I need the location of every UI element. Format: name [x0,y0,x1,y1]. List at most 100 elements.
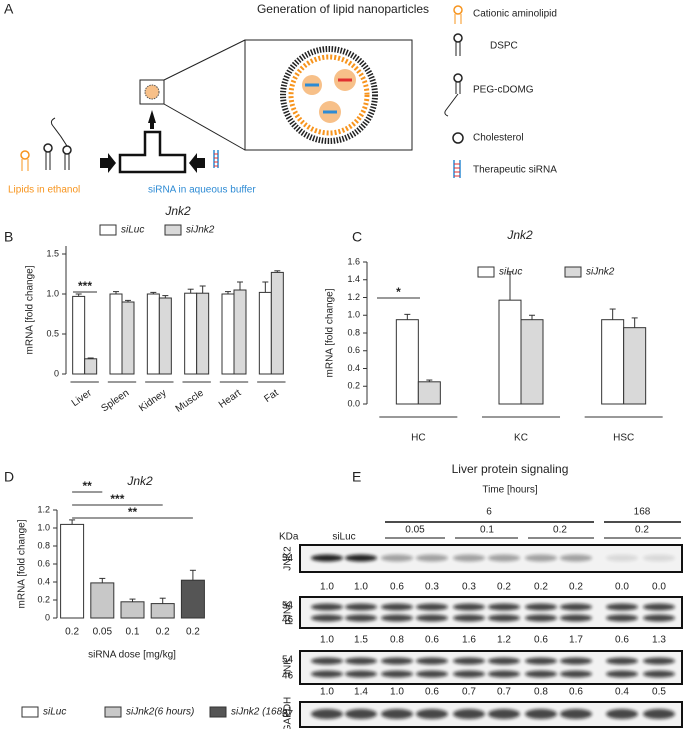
row-label: GAPDH [283,697,294,729]
y-axis-label: mRNA [fold change] [325,288,336,377]
blot-band [606,614,638,622]
panel-label: E [352,469,361,485]
bar [623,327,647,405]
y-tick-label: 1.5 [46,248,59,258]
y-tick-label: 0.2 [37,594,50,604]
blot-band [345,670,377,678]
blot-band [525,603,557,611]
legend-label: Therapeutic siRNA [473,165,557,176]
quantification: 1.3 [652,635,666,646]
blot-box [299,650,683,685]
quantification: 0.7 [462,687,476,698]
legend-icon [453,33,463,43]
blot-band [488,554,520,562]
y-axis-label: mRNA [fold change] [25,265,36,354]
quantification: 0.3 [462,582,476,593]
blot-band [311,603,343,611]
dose-label: 0.1 [480,525,494,536]
bar [233,289,247,375]
blot-band [606,657,638,665]
bar [601,319,625,405]
row-label: JNK2 [283,546,294,571]
y-tick-label: 1.0 [46,288,59,298]
blot-band [416,614,448,622]
y-tick-label: 0.8 [37,540,50,550]
blot-band [311,657,343,665]
blot-band [606,709,638,719]
y-tick-label: 1.0 [347,310,360,320]
panel-title: Generation of lipid nanoparticles [257,2,429,16]
zoom-line [163,39,246,81]
arrow-right [100,153,116,173]
bar [196,292,210,375]
peg-icon [64,154,70,170]
blot-band [453,554,485,562]
blot-band [381,657,413,665]
y-tick-label: 0.6 [37,558,50,568]
quantification: 0.0 [652,582,666,593]
blot-band [381,614,413,622]
blot-band [345,554,377,562]
x-tick-label: 0.2 [186,627,200,638]
legend-icon [444,82,461,117]
x-tick-label: Muscle [174,387,207,414]
significance-label: ** [83,479,93,493]
quantification: 1.6 [462,635,476,646]
quantification: 1.4 [354,687,368,698]
blot-band [416,657,448,665]
quantification: 0.4 [615,687,629,698]
blot-band [525,670,557,678]
dspc-icon [45,152,51,170]
significance-label: *** [78,279,92,293]
x-tick-label: Spleen [99,388,131,415]
legend-swatch [99,224,117,236]
y-tick-label: 1.0 [37,522,50,532]
x-tick-label: 0.2 [156,627,170,638]
lipids-label: Lipids in ethanol [8,185,80,196]
quantification: 1.0 [390,687,404,698]
blot-band [416,554,448,562]
blot-band [381,603,413,611]
blot-band [560,603,592,611]
peg-icon [62,145,72,155]
bar [180,579,205,619]
lipid-icon [20,150,30,160]
y-tick-label: 1.2 [347,292,360,302]
blot-band [643,709,675,719]
legend-swatch [564,266,582,278]
dose-label: 0.2 [635,525,649,536]
panel-e: Liver protein signaling Time [hours] 6 1… [279,462,683,729]
legend-icon [453,5,463,15]
legend-icon [452,132,464,144]
bilayer-inner [288,54,370,136]
y-tick-label: 0.8 [347,327,360,337]
row-label: pJNK [283,600,294,625]
panel-a: Generation of lipid nanoparticles Lipids… [8,2,557,195]
legend-label: Cholesterol [473,133,524,144]
legend-swatch [104,706,122,718]
zoom-box-small [139,79,165,105]
bar [270,271,284,375]
quantification: 0.5 [652,687,666,698]
arrow-up [148,110,156,129]
quantification: 0.6 [425,635,439,646]
chart-title: Jnk2 [164,204,191,218]
sirna-icon [214,153,218,167]
x-tick-label: HSC [613,433,634,444]
mixer [118,130,187,174]
chart-title: Jnk2 [506,228,533,242]
blot-band [453,614,485,622]
blot-band [488,657,520,665]
blot-band [453,603,485,611]
x-tick-label: 0.1 [126,627,140,638]
legend-swatch [21,706,39,718]
legend-label: Cationic aminolipid [473,9,557,20]
blot-band [453,657,485,665]
bar [520,319,544,405]
legend-label: siJnk2 [586,267,615,278]
blot-band [488,670,520,678]
sirna-label: siRNA in aqueous buffer [148,185,256,196]
quantification: 0.7 [497,687,511,698]
time-label: Time [hours] [482,485,537,496]
quantification: 0.8 [390,635,404,646]
